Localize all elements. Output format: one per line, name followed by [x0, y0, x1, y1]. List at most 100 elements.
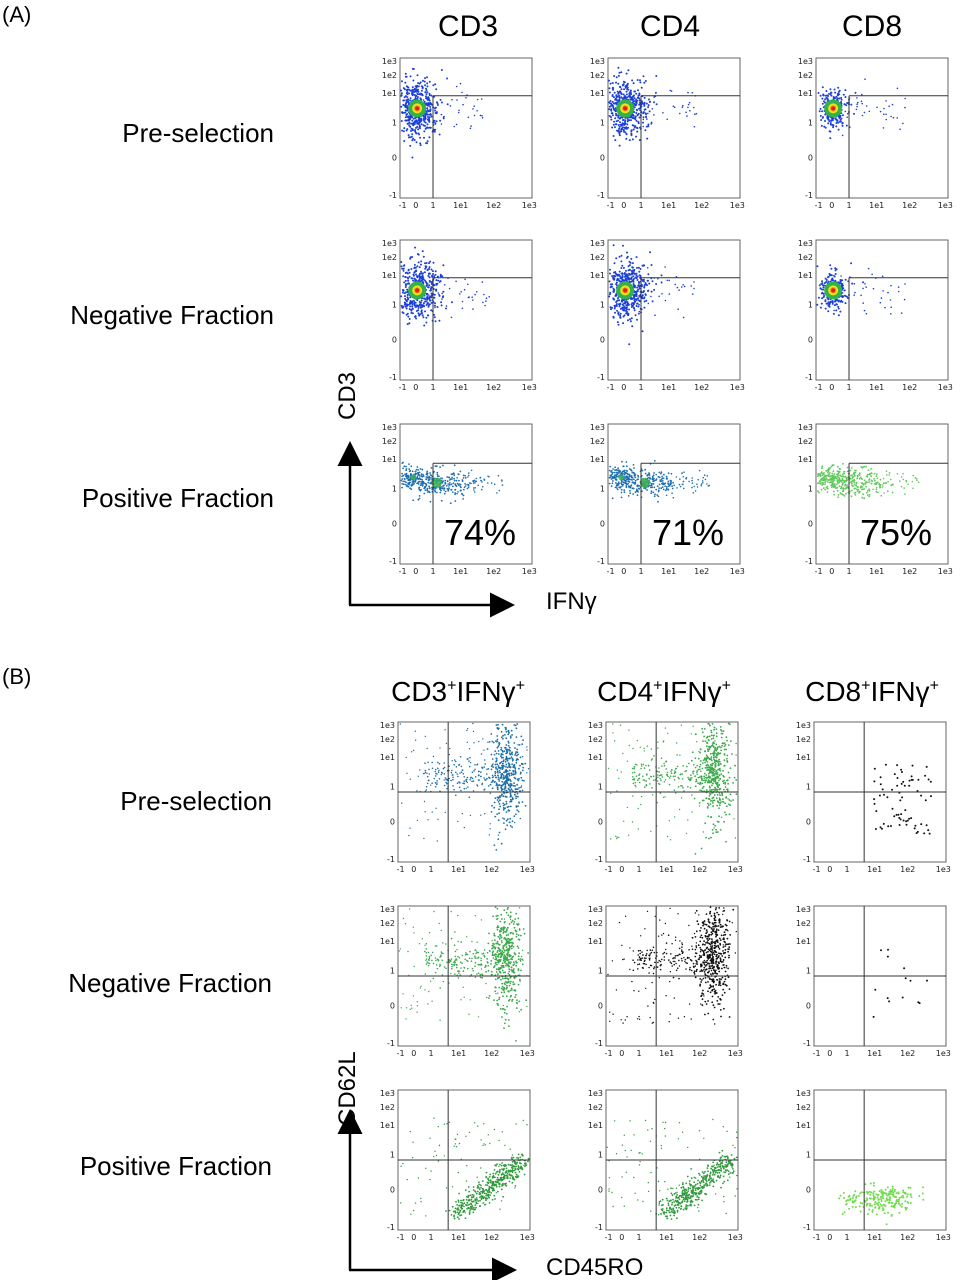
y-tick-label: 1	[390, 782, 395, 791]
event-dot	[833, 313, 835, 315]
event-dot	[401, 473, 403, 475]
event-dot	[682, 284, 684, 286]
event-dot	[415, 740, 416, 741]
event-dot	[693, 486, 695, 488]
y-tick-label: 1	[808, 484, 813, 493]
event-dot	[466, 788, 467, 789]
event-dot	[407, 123, 409, 125]
event-dot	[614, 306, 616, 308]
event-dot	[861, 94, 863, 96]
event-dot	[648, 283, 650, 285]
y-tick-label: 1e3	[382, 239, 397, 248]
event-dot	[523, 780, 525, 782]
event-dot	[491, 741, 493, 743]
event-dot	[503, 1008, 505, 1010]
event-dot	[409, 99, 411, 101]
event-dot	[417, 90, 419, 92]
event-dot	[869, 111, 871, 113]
event-dot	[455, 761, 457, 763]
x-tick-label: 1	[846, 201, 851, 210]
event-dot	[472, 771, 474, 773]
event-dot	[495, 849, 497, 851]
event-dot	[411, 128, 413, 130]
event-dot	[636, 287, 638, 289]
event-dot	[818, 92, 820, 94]
event-dot	[428, 486, 430, 488]
y-tick-label: -1	[597, 191, 605, 200]
event-dot	[410, 268, 412, 270]
event-dot	[414, 264, 416, 266]
event-dot	[637, 303, 639, 305]
event-dot	[418, 315, 420, 317]
event-dot	[620, 277, 622, 279]
event-dot	[408, 304, 410, 306]
event-dot	[862, 281, 864, 283]
event-dot	[452, 486, 454, 488]
event-dot	[441, 114, 443, 116]
event-dot	[411, 89, 413, 91]
event-dot	[610, 475, 612, 477]
event-dot	[697, 486, 699, 488]
event-dot	[441, 102, 443, 104]
event-dot	[426, 89, 428, 91]
event-dot	[902, 123, 904, 125]
event-dot	[427, 489, 429, 491]
event-dot	[428, 294, 430, 296]
event-dot	[899, 480, 901, 482]
event-dot	[494, 781, 496, 783]
event-dot	[415, 304, 417, 306]
event-dot	[825, 299, 827, 301]
event-dot	[472, 308, 474, 310]
event-dot	[405, 475, 407, 477]
event-dot	[427, 491, 429, 493]
event-dot	[423, 838, 424, 839]
event-dots	[400, 247, 490, 327]
event-dot	[431, 269, 433, 271]
event-dot	[647, 290, 649, 292]
event-dot	[619, 305, 621, 307]
event-dot	[614, 262, 616, 264]
event-dot	[417, 119, 419, 121]
event-dot	[457, 483, 459, 485]
event-dot	[516, 749, 518, 751]
event-dot	[425, 736, 426, 737]
event-dot	[401, 80, 403, 82]
event-dot	[504, 956, 506, 958]
event-dot	[852, 476, 854, 478]
event-dot	[887, 292, 889, 294]
event-dot	[404, 473, 406, 475]
event-dot	[501, 775, 503, 777]
event-dot	[408, 269, 410, 271]
event-dot	[472, 778, 474, 780]
event-dot	[415, 132, 417, 134]
y-tick-label: 1e2	[798, 437, 813, 446]
event-dot	[678, 289, 680, 291]
event-dot	[610, 105, 612, 107]
event-dot	[507, 914, 509, 916]
event-dot	[420, 260, 422, 262]
event-dot	[450, 105, 452, 107]
x-tick-label: 1e1	[451, 1049, 466, 1058]
event-dot	[442, 291, 444, 293]
event-dot	[497, 764, 499, 766]
event-dot	[505, 764, 507, 766]
event-dot	[621, 489, 623, 491]
event-dot	[898, 286, 900, 288]
event-dot	[511, 921, 513, 923]
event-dot	[502, 970, 504, 972]
event-dot	[474, 482, 476, 484]
event-dot	[404, 298, 406, 300]
event-dot	[650, 101, 652, 103]
event-dot	[518, 947, 520, 949]
event-dot	[510, 911, 512, 913]
event-dot	[616, 274, 618, 276]
y-tick-label: 1e2	[380, 735, 395, 744]
event-dot	[628, 277, 630, 279]
x-tick-label: 1	[638, 567, 643, 576]
event-dot	[501, 950, 503, 952]
event-dot	[658, 296, 660, 298]
event-dot	[842, 484, 844, 486]
event-dot	[410, 97, 412, 99]
event-dot	[854, 492, 856, 494]
event-dot	[616, 99, 618, 101]
